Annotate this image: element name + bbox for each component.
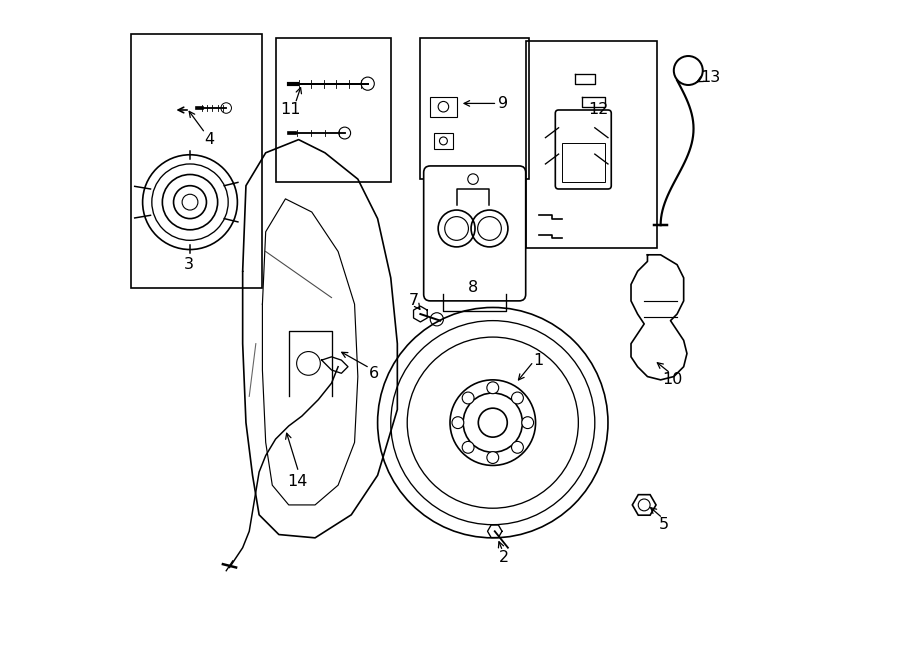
Text: 13: 13 bbox=[700, 69, 720, 85]
Circle shape bbox=[464, 393, 522, 452]
Circle shape bbox=[511, 442, 524, 453]
Circle shape bbox=[463, 442, 474, 453]
Bar bbox=[275, 38, 391, 182]
Circle shape bbox=[174, 186, 206, 219]
Circle shape bbox=[463, 392, 474, 404]
Bar bbox=[526, 41, 657, 249]
Text: 9: 9 bbox=[499, 96, 508, 111]
Bar bbox=[434, 133, 454, 149]
Text: 7: 7 bbox=[409, 293, 419, 309]
Text: 11: 11 bbox=[281, 102, 301, 118]
Text: 12: 12 bbox=[588, 102, 608, 118]
Circle shape bbox=[511, 392, 524, 404]
Text: 1: 1 bbox=[534, 352, 544, 368]
Bar bbox=[420, 38, 529, 179]
Text: 5: 5 bbox=[659, 517, 669, 532]
Text: 8: 8 bbox=[468, 280, 478, 295]
Bar bbox=[430, 97, 456, 116]
Circle shape bbox=[487, 451, 499, 463]
Text: 4: 4 bbox=[204, 132, 215, 147]
FancyBboxPatch shape bbox=[424, 166, 526, 301]
Circle shape bbox=[522, 416, 534, 428]
Bar bbox=[130, 34, 263, 288]
Circle shape bbox=[487, 382, 499, 394]
Text: 3: 3 bbox=[184, 257, 194, 272]
Text: 2: 2 bbox=[499, 550, 509, 565]
Text: 6: 6 bbox=[369, 366, 380, 381]
FancyBboxPatch shape bbox=[555, 110, 611, 189]
Circle shape bbox=[407, 337, 579, 508]
Text: 14: 14 bbox=[287, 475, 308, 489]
Circle shape bbox=[452, 416, 464, 428]
Bar bbox=[562, 143, 605, 182]
Text: 10: 10 bbox=[662, 372, 683, 387]
